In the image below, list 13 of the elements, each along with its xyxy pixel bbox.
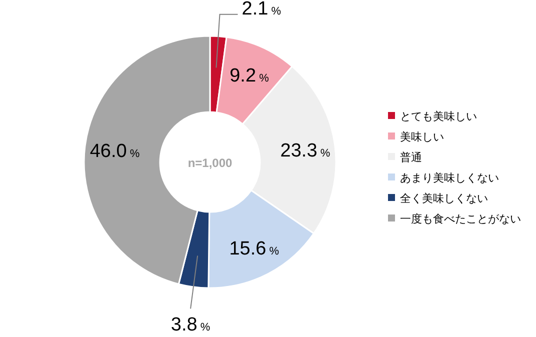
data-label: 46.0% [90,140,140,162]
legend-label: 普通 [400,151,422,164]
data-label: 2.1% [242,0,282,20]
legend-label: 全く美味しくない [400,192,488,205]
legend-label: とても美味しい [400,110,477,123]
legend-label: 美味しい [400,130,444,144]
data-label: 23.3% [280,140,330,162]
data-label: 15.6% [229,238,280,260]
data-label: 9.2% [230,65,270,86]
text: n=1,000 [188,156,233,170]
legend-label: あまり美味しくない [400,172,499,184]
data-label: 3.8% [170,314,210,336]
legend-label: 一度も食べたことがない [400,212,521,226]
